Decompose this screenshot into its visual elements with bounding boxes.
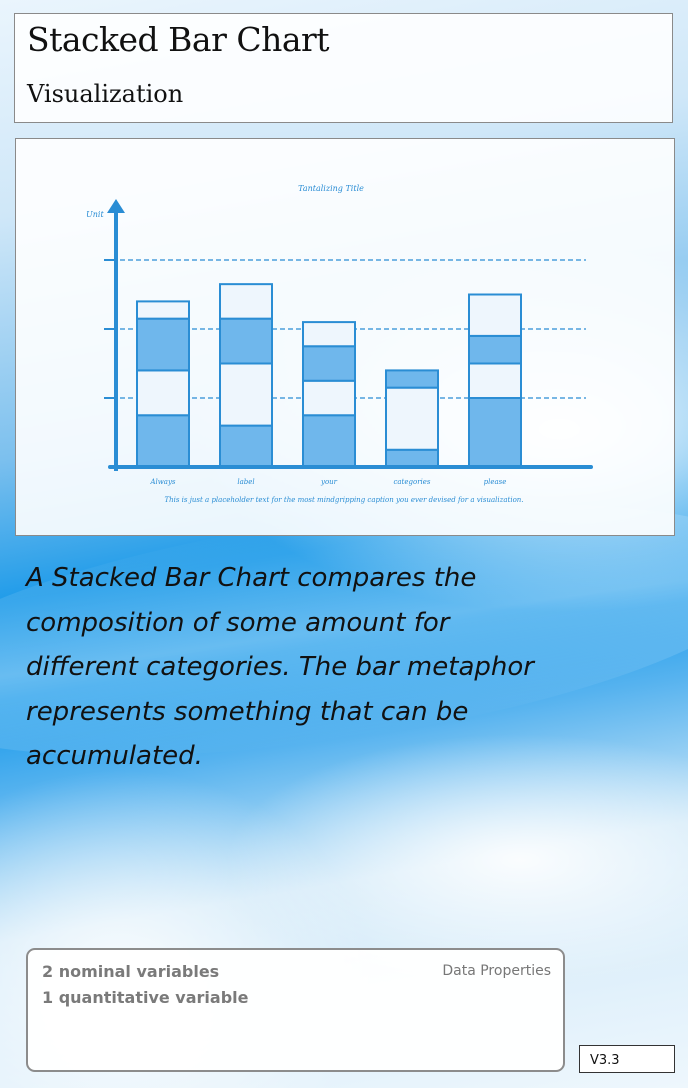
x-tick-label: Always (149, 478, 175, 486)
bar-segment (219, 283, 273, 320)
bar-segment (219, 317, 273, 365)
bar-segment (385, 369, 439, 389)
bar-segment (468, 397, 522, 468)
bar-segment (468, 362, 522, 399)
x-tick-label: categories (393, 478, 430, 486)
chart-panel: Tantalizing Title Unit Always label your cate… (15, 138, 675, 536)
bar-segment (468, 334, 522, 365)
bar-segment (136, 414, 190, 468)
bar-segment (385, 448, 439, 468)
bar-segment (136, 300, 190, 320)
bar-segment (219, 424, 273, 469)
bar-segment (468, 293, 522, 337)
stacked-bar-chart: Tantalizing Title Unit Always label your cate… (86, 184, 593, 504)
chart-title: Tantalizing Title (298, 184, 364, 193)
version-badge: V3.3 (579, 1045, 675, 1073)
description-text: A Stacked Bar Chart compares the composi… (26, 563, 534, 771)
chart-caption: This is just a placeholder text for the … (164, 496, 523, 504)
property-quantitative: 1 quantitative variable (42, 988, 249, 1007)
property-nominal: 2 nominal variables (42, 962, 220, 981)
card-title: Stacked Bar Chart (27, 20, 330, 59)
y-axis-arrow (107, 199, 125, 213)
x-tick-label: please (484, 478, 507, 486)
card-subtitle: Visualization (27, 80, 184, 108)
data-properties-panel: 2 nominal variables 1 quantitative varia… (26, 948, 565, 1072)
bar-segment (302, 321, 356, 348)
bar-segment (136, 317, 190, 372)
y-axis-label: Unit (86, 210, 104, 219)
bar-segment (302, 379, 356, 417)
x-tick-label: your (320, 478, 338, 486)
bar-segment (302, 345, 356, 382)
bar-segment (219, 362, 273, 427)
data-properties-label: Data Properties (442, 963, 551, 979)
bar-segment (385, 386, 439, 451)
x-tick-label: label (237, 478, 254, 486)
title-panel: Stacked Bar Chart Visualization (14, 13, 673, 123)
bar-segment (136, 369, 190, 417)
bar-segment (302, 414, 356, 468)
